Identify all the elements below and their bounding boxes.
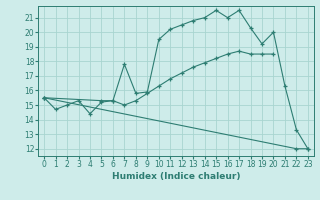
X-axis label: Humidex (Indice chaleur): Humidex (Indice chaleur) bbox=[112, 172, 240, 181]
